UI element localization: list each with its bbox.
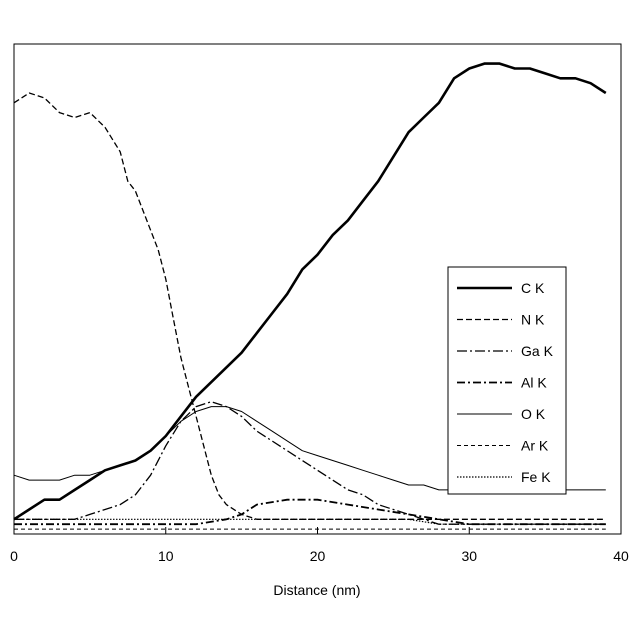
x-tick-label: 0 xyxy=(10,548,18,564)
series-line-al-k xyxy=(14,500,606,525)
legend-label: C K xyxy=(521,280,545,296)
x-tick-label: 10 xyxy=(158,548,174,564)
legend: C K N K Ga K Al K O K Ar K Fe K xyxy=(448,267,566,494)
x-tick-label: 30 xyxy=(461,548,477,564)
legend-label: Ga K xyxy=(521,343,554,359)
legend-box xyxy=(448,267,566,494)
chart: 0 10 20 30 40 Distance (nm) C K N K Ga K Al K O … xyxy=(0,0,640,640)
x-axis: 0 10 20 30 40 xyxy=(10,527,629,564)
x-tick-label: 20 xyxy=(310,548,326,564)
x-axis-label: Distance (nm) xyxy=(273,582,360,598)
legend-label: Al K xyxy=(521,375,547,391)
x-tick-label: 40 xyxy=(613,548,629,564)
series-line-fe-k xyxy=(14,519,606,524)
legend-label: Ar K xyxy=(521,438,549,454)
legend-label: O K xyxy=(521,406,546,422)
legend-label: Fe K xyxy=(521,469,551,485)
legend-label: N K xyxy=(521,312,545,328)
